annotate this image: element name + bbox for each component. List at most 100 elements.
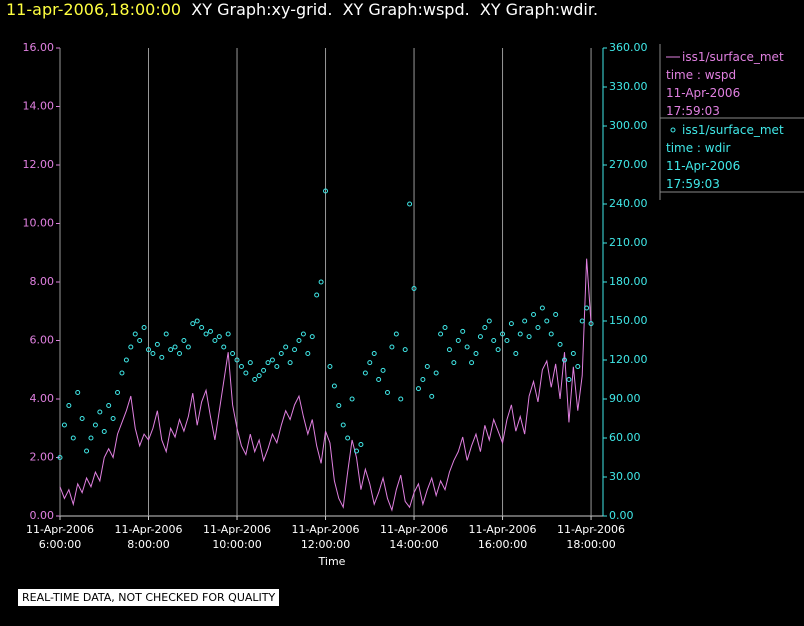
- data-point: [393, 331, 399, 337]
- data-point: [261, 367, 267, 373]
- data-point: [181, 338, 187, 343]
- data-point: [79, 416, 85, 421]
- y2-tick-label: 300.00: [609, 119, 648, 132]
- y2-tick-label: 30.00: [609, 470, 641, 483]
- chart-subtitle: XY Graph:xy-grid. XY Graph:wspd. XY Grap…: [191, 0, 599, 19]
- data-point: [429, 393, 435, 399]
- y-tick-label: 16.00: [23, 41, 55, 54]
- data-point: [230, 351, 236, 356]
- data-point: [234, 357, 240, 363]
- y2-tick-label: 210.00: [609, 236, 648, 249]
- data-point: [57, 455, 63, 460]
- data-point: [203, 331, 209, 337]
- data-point: [491, 338, 497, 343]
- data-point: [517, 331, 523, 337]
- data-point: [292, 347, 298, 353]
- data-point: [508, 321, 514, 327]
- data-point: [553, 312, 559, 317]
- data-point: [526, 334, 532, 340]
- data-point: [327, 364, 333, 369]
- data-point: [70, 435, 76, 441]
- data-point: [265, 360, 271, 366]
- data-point: [566, 377, 572, 382]
- y-tick-label: 12.00: [23, 158, 55, 171]
- data-point: [92, 422, 98, 428]
- y2-tick-label: 270.00: [609, 158, 648, 171]
- data-point: [345, 435, 351, 441]
- data-point: [570, 351, 576, 356]
- data-point: [216, 334, 222, 340]
- y2-tick-label: 120.00: [609, 353, 648, 366]
- y2-tick-label: 90.00: [609, 392, 641, 405]
- data-point: [137, 338, 143, 343]
- data-point: [354, 448, 360, 454]
- data-point: [154, 341, 160, 347]
- data-point: [500, 331, 506, 337]
- legend-text: 17:59:03: [666, 104, 720, 118]
- legend-text: time : wdir: [666, 141, 731, 155]
- y2-tick-label: 240.00: [609, 197, 648, 210]
- data-point: [269, 357, 275, 363]
- data-point: [119, 370, 125, 376]
- data-point: [283, 344, 289, 350]
- y-tick-label: 10.00: [23, 217, 55, 230]
- data-point: [557, 341, 563, 347]
- title-bar: 11-apr-2006,18:00:00 XY Graph:xy-grid. X…: [6, 0, 598, 19]
- data-point: [150, 351, 156, 356]
- data-point: [146, 347, 152, 353]
- data-point: [376, 377, 382, 382]
- data-point: [238, 364, 244, 369]
- data-point: [495, 347, 501, 353]
- data-point: [132, 331, 138, 337]
- data-point: [340, 422, 346, 428]
- data-point: [446, 347, 452, 353]
- data-point: [575, 364, 581, 369]
- data-point: [371, 351, 377, 356]
- data-point: [296, 338, 302, 343]
- data-point: [442, 325, 448, 330]
- y-tick-label: 14.00: [23, 100, 55, 113]
- data-point: [314, 292, 320, 298]
- data-point: [66, 403, 72, 408]
- data-point: [309, 334, 315, 340]
- y2-tick-label: 360.00: [609, 41, 648, 54]
- data-point: [172, 344, 178, 350]
- data-point: [407, 201, 413, 207]
- data-point: [420, 377, 426, 382]
- data-point: [584, 305, 590, 311]
- data-point: [486, 318, 492, 324]
- legend-name: iss1/surface_met: [682, 50, 784, 64]
- data-point: [504, 338, 510, 343]
- y2-tick-label: 150.00: [609, 314, 648, 327]
- y2-tick-label: 60.00: [609, 431, 641, 444]
- data-point: [123, 357, 129, 363]
- data-point: [274, 364, 280, 369]
- data-point: [482, 325, 488, 330]
- data-point: [380, 367, 386, 373]
- data-point: [531, 312, 537, 317]
- data-point: [176, 351, 182, 356]
- data-point: [548, 331, 554, 337]
- data-point: [318, 279, 324, 285]
- data-point: [433, 370, 439, 376]
- legend-text: 11-Apr-2006: [666, 159, 741, 173]
- data-point: [544, 318, 550, 324]
- y-tick-label: 0.00: [30, 509, 55, 522]
- data-point: [539, 305, 545, 311]
- x-tick-label: 11-Apr-2006 10:00:00: [203, 523, 272, 551]
- legend-text: time : wspd: [666, 68, 737, 82]
- data-point: [305, 351, 311, 356]
- data-point: [243, 370, 249, 376]
- data-point: [336, 403, 342, 408]
- data-point: [367, 360, 373, 366]
- data-point: [561, 357, 567, 363]
- data-point: [522, 318, 528, 324]
- data-point: [451, 360, 457, 366]
- data-point: [287, 360, 293, 366]
- data-point: [207, 328, 213, 334]
- data-point: [141, 325, 147, 330]
- data-point: [199, 325, 205, 330]
- data-point: [513, 351, 519, 356]
